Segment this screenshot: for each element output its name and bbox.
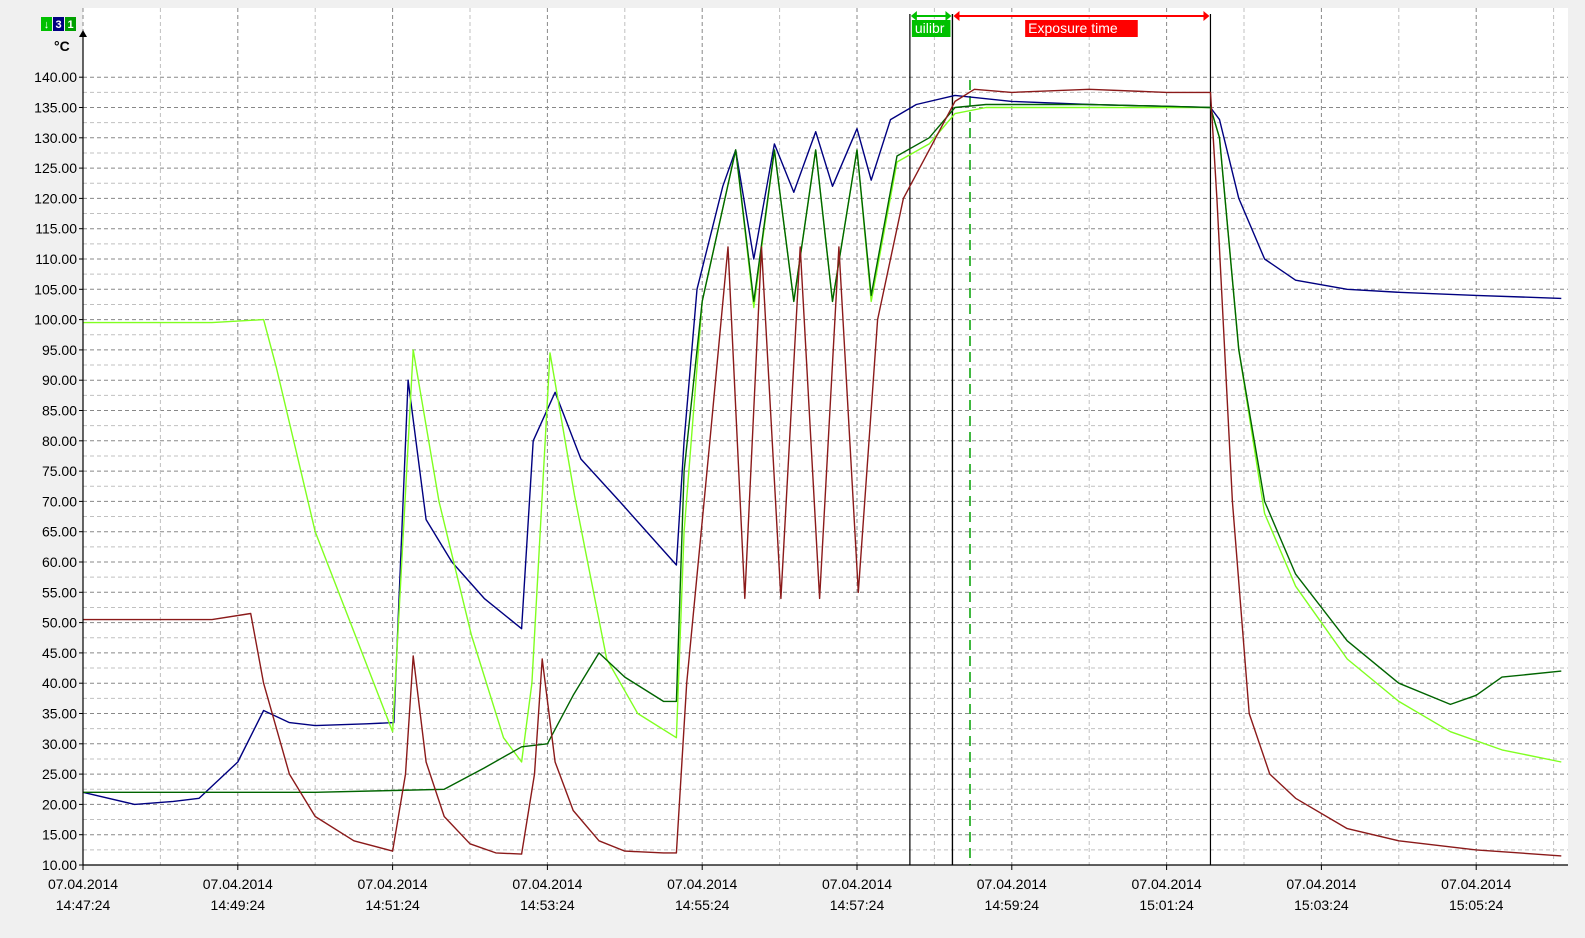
y-tick-label: 65.00 xyxy=(42,524,77,540)
tick-labels: °C 140.00 135.00 130.00 125.00 120.00 115.00 11… xyxy=(34,38,1511,913)
y-tick-label: 80.00 xyxy=(42,433,77,449)
y-tick-label: 15.00 xyxy=(42,827,77,843)
x-tick-date: 07.04.2014 xyxy=(1286,876,1356,892)
marker-arrow-left xyxy=(910,11,917,21)
axes xyxy=(79,30,1568,866)
x-tick-date: 07.04.2014 xyxy=(203,876,273,892)
series-line-4 xyxy=(83,88,1562,857)
marker-arrow-left xyxy=(953,11,960,21)
y-tick-label: 60.00 xyxy=(42,554,77,570)
channel-badge xyxy=(53,17,64,31)
y-tick-label: 70.00 xyxy=(42,493,77,509)
channel-badge xyxy=(41,17,52,31)
channel-badge-label: ↓ xyxy=(44,19,50,31)
marker-label: uilibr xyxy=(915,20,945,36)
x-tick-time: 15:01:24 xyxy=(1139,897,1194,913)
x-tick-date: 07.04.2014 xyxy=(48,876,118,892)
x-tick-date: 07.04.2014 xyxy=(667,876,737,892)
x-tick-time: 15:05:24 xyxy=(1449,897,1504,913)
y-axis-arrow xyxy=(79,30,87,37)
x-tick-date: 07.04.2014 xyxy=(822,876,892,892)
x-tick-time: 14:55:24 xyxy=(675,897,730,913)
y-tick-label: 120.00 xyxy=(34,190,77,206)
y-tick-label: 110.00 xyxy=(35,251,77,267)
x-tick-date: 07.04.2014 xyxy=(1441,876,1511,892)
y-tick-label: 45.00 xyxy=(42,645,77,661)
y-tick-label: 100.00 xyxy=(34,312,77,328)
y-tick-label: 40.00 xyxy=(42,675,77,691)
y-tick-label: 55.00 xyxy=(42,584,77,600)
y-tick-label: 30.00 xyxy=(42,736,77,752)
y-tick-label: 105.00 xyxy=(34,281,77,297)
x-tick-date: 07.04.2014 xyxy=(977,876,1047,892)
x-tick-date: 07.04.2014 xyxy=(1132,876,1202,892)
x-tick-time: 14:51:24 xyxy=(365,897,420,913)
channel-badges: ↓ 3 1 xyxy=(41,17,76,31)
y-tick-label: 125.00 xyxy=(34,160,77,176)
y-tick-label: 135.00 xyxy=(34,100,77,116)
y-tick-label: 25.00 xyxy=(42,766,77,782)
x-tick-time: 14:53:24 xyxy=(520,897,575,913)
marker-arrow-right xyxy=(945,11,952,21)
marker-label-bg xyxy=(1025,20,1138,37)
channel-badge-label: 3 xyxy=(55,19,61,31)
time-markers: uilibr Exposure time xyxy=(909,11,1212,865)
marker-label: Exposure time xyxy=(1028,20,1118,36)
y-tick-label: 130.00 xyxy=(34,130,77,146)
x-tick-time: 14:59:24 xyxy=(985,897,1040,913)
marker-label-bg xyxy=(911,20,951,37)
series-line-1 xyxy=(82,94,1562,806)
y-axis-unit: °C xyxy=(54,38,70,54)
x-tick-date: 07.04.2014 xyxy=(358,876,428,892)
series-line-3 xyxy=(83,103,1562,793)
y-tick-label: 95.00 xyxy=(42,342,77,358)
x-tick-time: 14:47:24 xyxy=(56,897,111,913)
channel-badge xyxy=(65,17,76,31)
y-tick-label: 50.00 xyxy=(42,615,77,631)
x-tick-time: 15:03:24 xyxy=(1294,897,1349,913)
x-tick-time: 14:57:24 xyxy=(830,897,885,913)
marker-arrow-right xyxy=(1203,11,1210,21)
x-tick-date: 07.04.2014 xyxy=(512,876,582,892)
y-tick-label: 85.00 xyxy=(42,403,77,419)
y-tick-label: 140.00 xyxy=(34,69,77,85)
channel-badge-label: 1 xyxy=(67,19,73,31)
series-lines xyxy=(82,88,1562,857)
y-tick-label: 10.00 xyxy=(42,857,77,873)
x-tick-time: 14:49:24 xyxy=(211,897,266,913)
y-tick-label: 90.00 xyxy=(42,372,77,388)
plot-area xyxy=(83,8,1568,865)
y-tick-label: 75.00 xyxy=(42,463,77,479)
y-tick-label: 35.00 xyxy=(42,706,77,722)
y-tick-label: 20.00 xyxy=(42,796,77,812)
y-tick-label: 115.00 xyxy=(35,221,77,237)
